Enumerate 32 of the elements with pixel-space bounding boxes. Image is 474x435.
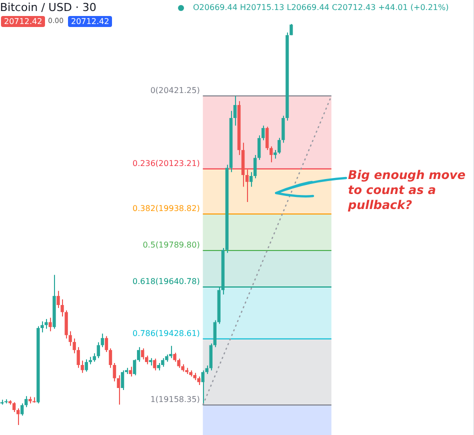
candlestick [84, 358, 88, 372]
ref-line-label: 0.786(19428.61) [132, 328, 200, 338]
chart-title: Bitcoin / USD · 30 [0, 1, 96, 14]
candlestick [44, 318, 48, 330]
annotation: Big enough move to count as a pullback? [348, 168, 466, 213]
ref-line-label: 0.382(19938.82) [132, 204, 200, 214]
ref-line-label: 0.236(20123.21) [132, 158, 200, 168]
candlestick [116, 374, 120, 406]
ref-line-label: 0(20421.25) [150, 86, 200, 95]
candlestick [12, 402, 16, 412]
candlestick [108, 348, 112, 368]
candlestick [128, 366, 132, 377]
ref-line-label: 0.618(19640.78) [132, 277, 200, 286]
candlestick [173, 352, 176, 362]
annotation: 20712.42 [1, 16, 46, 27]
candlestick [140, 348, 144, 360]
candlestick [100, 333, 104, 348]
candlestick [104, 336, 108, 353]
candlestick [56, 290, 60, 308]
annotation: 20712.42 [68, 16, 112, 27]
ref-line-label: 0.5(19789.80) [142, 240, 200, 250]
candlestick [48, 317, 52, 332]
candlestick [201, 370, 204, 406]
candlestick [169, 345, 172, 359]
candlestick [20, 402, 24, 416]
annotation: O20669.44 H20715.13 L20669.44 C20712.43 +44.01 (+0.21%) [193, 3, 449, 12]
candlestick [96, 342, 100, 359]
candlestick [112, 362, 116, 382]
ref-line-label: 1(19158.35) [150, 395, 200, 404]
candlestick [153, 358, 156, 371]
candlestick [120, 370, 124, 390]
candlestick [266, 126, 269, 151]
